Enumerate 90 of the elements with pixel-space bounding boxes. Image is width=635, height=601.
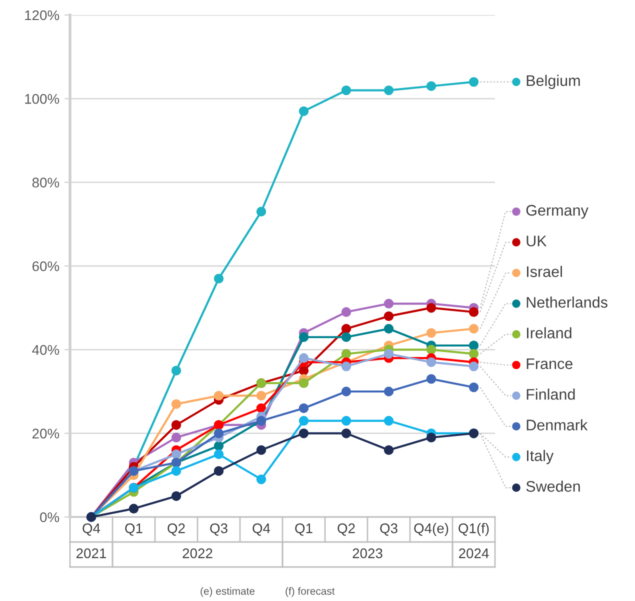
point — [341, 416, 352, 426]
text: 2022 — [182, 548, 212, 558]
point — [298, 428, 309, 438]
point — [384, 324, 394, 334]
point — [468, 382, 479, 392]
x-tick-label: Q2 — [338, 523, 355, 536]
point — [298, 106, 309, 116]
y-tick-label: 100% — [25, 94, 60, 104]
y-tick-label: 80% — [32, 178, 60, 188]
legend-label: Israel — [527, 266, 562, 278]
point — [468, 307, 479, 317]
point — [256, 445, 266, 455]
x-tick-label: Q4(e) — [414, 523, 448, 536]
point — [256, 206, 266, 216]
y-tick-label: 120% — [25, 10, 60, 20]
text: (e) estimate — [200, 587, 255, 597]
x-tick-label: Q1 — [295, 523, 312, 536]
point — [171, 432, 182, 442]
point — [426, 432, 436, 442]
point — [426, 328, 436, 338]
y-tick-label: 40% — [32, 345, 60, 355]
point — [298, 353, 309, 363]
point — [341, 332, 352, 342]
legend-label: Denmark — [526, 419, 588, 430]
x-tick-label: Q1(f) — [458, 523, 489, 536]
point — [171, 449, 182, 460]
y-tick-label: 20% — [32, 428, 60, 439]
point — [468, 77, 479, 87]
text: 2021 — [76, 548, 106, 558]
point — [214, 428, 224, 438]
legend-label: Sweden — [526, 480, 580, 492]
point — [298, 403, 309, 414]
x-tick-label: Q1 — [125, 523, 142, 536]
legend-label: France — [526, 358, 572, 370]
point — [171, 366, 182, 376]
point — [256, 390, 266, 401]
y-tick-label: 60% — [32, 261, 60, 272]
point — [128, 504, 139, 514]
legend-label: Belgium — [526, 74, 580, 90]
text: 2024 — [459, 548, 489, 558]
legend-label: Ireland — [527, 327, 572, 338]
text: (f) forecast — [286, 587, 335, 597]
point — [298, 416, 309, 426]
legend-label: Italy — [527, 450, 554, 464]
y-tick-label: 0% — [40, 512, 60, 522]
point — [171, 399, 182, 409]
point — [341, 348, 352, 359]
legend-label: Finland — [526, 388, 575, 400]
point — [384, 416, 394, 426]
point — [341, 428, 352, 438]
x-tick-label: Q3 — [210, 523, 228, 536]
point — [426, 344, 436, 355]
point — [468, 348, 479, 359]
point — [171, 491, 182, 501]
point — [384, 386, 394, 396]
point — [468, 362, 479, 372]
point — [171, 420, 182, 430]
point — [426, 81, 436, 91]
point — [256, 403, 266, 414]
point — [214, 449, 224, 460]
legend-label: UK — [526, 236, 547, 246]
point — [468, 324, 479, 334]
legend-label: Germany — [526, 204, 588, 219]
point — [384, 311, 394, 322]
point — [341, 362, 352, 372]
point — [298, 378, 309, 388]
legend-label: Netherlands — [526, 296, 608, 308]
point — [384, 445, 394, 455]
point — [426, 302, 436, 313]
point — [341, 85, 352, 96]
point — [426, 374, 436, 384]
point — [468, 340, 479, 350]
x-tick-label: Q4 — [252, 523, 270, 536]
point — [384, 298, 394, 309]
x-tick-label: Q2 — [168, 523, 185, 536]
point — [171, 466, 182, 476]
x-tick-label: Q4 — [82, 523, 100, 536]
point — [298, 332, 309, 342]
x-tick-label: Q3 — [380, 523, 398, 536]
text: 2023 — [352, 548, 382, 558]
point — [214, 390, 224, 401]
point — [256, 474, 266, 484]
point — [341, 386, 352, 396]
point — [214, 466, 224, 476]
point — [384, 85, 394, 96]
point — [384, 348, 394, 359]
point — [426, 357, 436, 368]
point — [341, 307, 352, 317]
point — [214, 274, 224, 284]
point — [341, 324, 352, 334]
